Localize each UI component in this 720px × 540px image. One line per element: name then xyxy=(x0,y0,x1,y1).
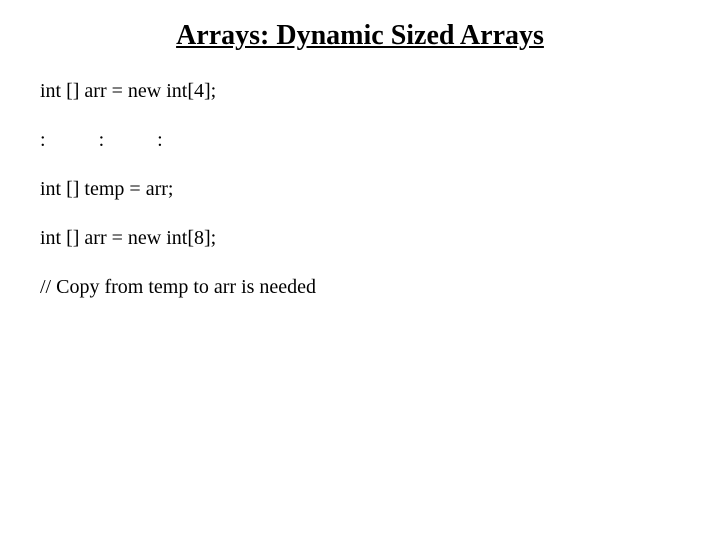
ellipsis-dot-3: : xyxy=(157,129,163,152)
code-comment: // Copy from temp to arr is needed xyxy=(40,276,680,299)
code-line-1: int [] arr = new int[4]; xyxy=(40,80,680,103)
slide-body: int [] arr = new int[4]; : : : int [] te… xyxy=(0,80,720,299)
ellipsis-dot-1: : xyxy=(40,129,46,152)
code-line-3: int [] arr = new int[8]; xyxy=(40,227,680,250)
slide: Arrays: Dynamic Sized Arrays int [] arr … xyxy=(0,20,720,540)
code-line-2: int [] temp = arr; xyxy=(40,178,680,201)
ellipsis-dot-2: : xyxy=(99,129,105,152)
ellipsis-row: : : : xyxy=(40,129,680,152)
slide-title: Arrays: Dynamic Sized Arrays xyxy=(0,20,720,52)
